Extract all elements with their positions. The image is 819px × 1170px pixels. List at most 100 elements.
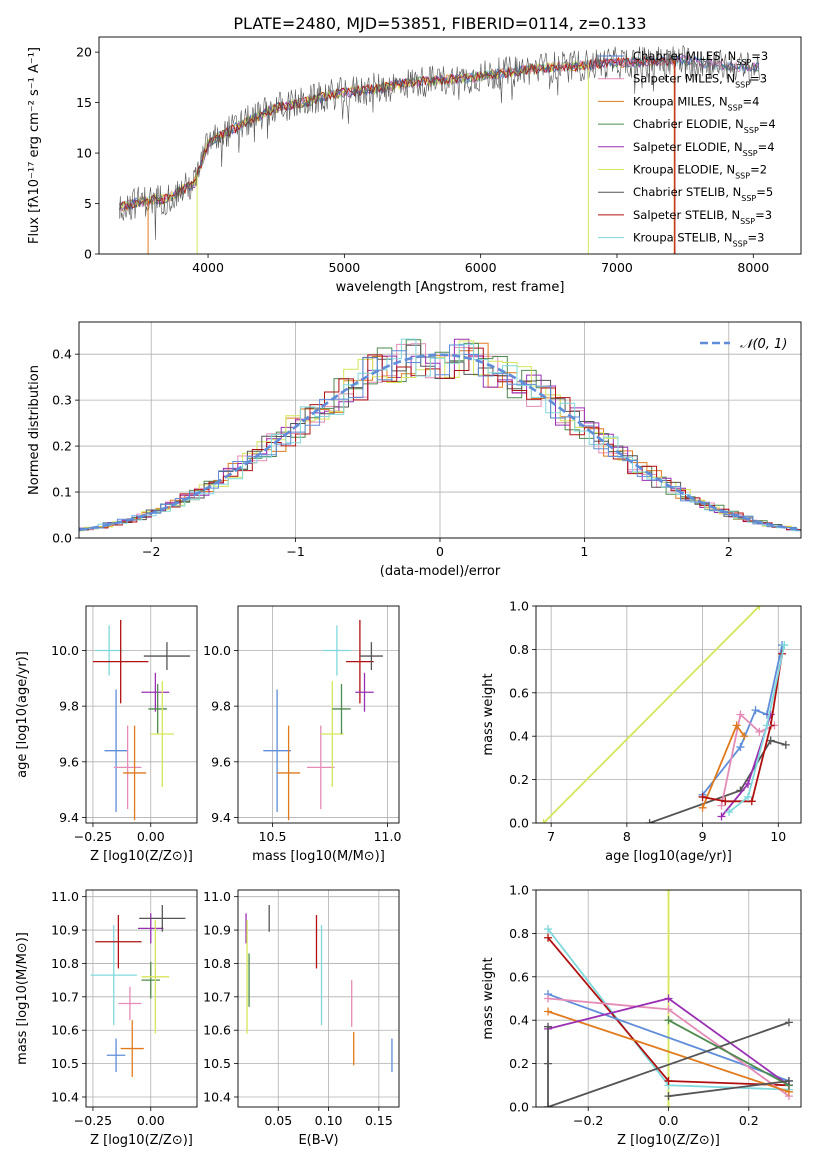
axes-frame [535, 889, 802, 1108]
x-tick-label: 7 [547, 829, 555, 844]
legend-label: Kroupa ELODIE, NSSP=2 [633, 163, 767, 181]
x-tick-label: 0.00 [137, 829, 165, 844]
x-tick-label: 10 [770, 829, 786, 844]
histogram-step [79, 347, 801, 533]
x-tick-label: 0.15 [365, 1113, 393, 1128]
weight-marker [544, 1022, 553, 1031]
age-vs-mass-panel: 10.5 11.0 9.4 9.6 9.8 10.0 mass [log10(M/M⊙)] [203, 605, 402, 864]
y-axis-label: Normed distribution [27, 365, 42, 495]
plot-area [79, 338, 801, 533]
mass-weight-vs-metallicity-panel: −0.2 0.0 0.2 0.0 0.2 0.4 0.6 0.8 1.0 Z [log10(Z/Z… [481, 883, 802, 1148]
x-tick-label: 0.10 [315, 1113, 343, 1128]
legend-label: Salpeter STELIB, NSSP=3 [633, 208, 772, 226]
y-axis-label: mass [log10(M/M⊙)] [15, 932, 30, 1065]
axes-frame [78, 321, 802, 539]
weight-marker [717, 801, 726, 810]
plot-area [539, 606, 790, 823]
axes-frame [535, 605, 802, 824]
x-tick-label: 2 [725, 544, 733, 559]
axes-frame [85, 889, 198, 1108]
residual-histogram-panel: −2 −1 0 1 2 0.0 0.1 0.2 0.3 0.4 (data-model)/error… [27, 321, 802, 579]
y-axis-label: mass weight [481, 673, 496, 755]
x-axis-label: age [log10(age/yr)] [605, 849, 732, 864]
plot-area [245, 905, 393, 1072]
y-tick-label: 10.8 [203, 956, 231, 971]
y-tick-label: 15 [76, 95, 92, 110]
y-tick-label: 10.0 [203, 643, 231, 658]
y-tick-label: 20 [76, 45, 92, 60]
x-tick-label: 4000 [192, 260, 224, 275]
y-tick-label: 1.0 [509, 599, 529, 614]
weight-line [701, 644, 783, 796]
y-tick-label: 0.8 [509, 926, 529, 941]
y-tick-label: 0.3 [52, 393, 72, 408]
y-tick-label: 11.0 [51, 889, 79, 904]
legend-label: Chabrier ELODIE, NSSP=4 [633, 117, 776, 135]
y-tick-label: 0.4 [52, 347, 72, 362]
weight-marker [780, 641, 789, 650]
y-tick-label: 9.6 [59, 754, 79, 769]
x-axis-label: mass [log10(M/M⊙)] [252, 849, 385, 864]
x-tick-label: −0.25 [74, 829, 112, 844]
x-tick-label: −1 [286, 544, 304, 559]
x-axis-label: Z [log10(Z/Z⊙)] [90, 849, 193, 864]
axes-frame [237, 605, 400, 824]
y-tick-label: 10.9 [203, 923, 231, 938]
x-tick-label: −0.2 [573, 1113, 603, 1128]
plot-area [92, 619, 191, 821]
y-tick-label: 10.7 [51, 989, 79, 1004]
mass-vs-extinction-panel: 0.05 0.10 0.15 10.4 10.5 10.6 10.7 10.8 10.9 11.0… [203, 889, 400, 1148]
y-tick-label: 0.6 [509, 685, 529, 700]
mass-weight-vs-age-panel: 7 8 9 10 0.0 0.2 0.4 0.6 0.8 1.0 age [log10(age/yr… [481, 599, 802, 864]
normal-curve [79, 353, 801, 532]
weight-line [649, 739, 787, 823]
x-tick-label: 0 [436, 544, 444, 559]
x-axis-label: E(B-V) [298, 1133, 338, 1148]
age-vs-metallicity-panel: −0.25 0.00 9.4 9.6 9.8 10.0 Z [log10(Z/Z⊙)] age… [15, 605, 198, 864]
y-axis-label: age [log10(age/yr)] [15, 651, 30, 778]
legend-label: Kroupa STELIB, NSSP=3 [633, 231, 764, 249]
y-tick-label: 10.6 [203, 1023, 231, 1038]
weight-line [668, 1080, 790, 1098]
weight-marker [755, 606, 764, 610]
legend-label: Salpeter ELODIE, NSSP=4 [633, 140, 775, 158]
axes-frame [98, 36, 802, 255]
x-tick-label: 11.0 [374, 829, 402, 844]
weight-marker [664, 1005, 673, 1014]
x-axis-label: wavelength [Angstrom, rest frame] [336, 280, 565, 295]
weight-line [542, 606, 761, 823]
weight-marker [544, 933, 553, 942]
x-tick-label: 0.00 [137, 1113, 165, 1128]
weight-marker [751, 706, 760, 715]
x-tick-label: −0.25 [74, 1113, 112, 1128]
y-tick-label: 0.2 [509, 772, 529, 787]
x-tick-label: 5000 [328, 260, 360, 275]
x-axis-label: Z [log10(Z/Z⊙)] [617, 1133, 720, 1148]
y-tick-label: 9.8 [211, 699, 231, 714]
y-axis-label: Flux [fλ10⁻¹⁷ erg cm⁻² s⁻¹ A⁻¹] [27, 47, 42, 244]
y-tick-label: 10.5 [51, 1056, 79, 1071]
legend-label: Chabrier MILES, NSSP=3 [633, 49, 768, 67]
x-tick-label: 9 [699, 829, 707, 844]
y-tick-label: 10 [76, 146, 92, 161]
weight-marker [664, 1103, 673, 1107]
x-tick-label: 7000 [601, 260, 633, 275]
x-axis-label: Z [log10(Z/Z⊙)] [90, 1133, 193, 1148]
spectrum-panel: 4000 5000 6000 7000 8000 0 5 10 15 20 wavelength [… [27, 36, 802, 295]
y-tick-label: 9.4 [59, 810, 79, 825]
weight-marker [544, 994, 553, 1003]
x-tick-label: 0.05 [264, 1113, 292, 1128]
weight-marker [747, 797, 756, 806]
weight-marker [762, 721, 771, 730]
y-tick-label: 0.8 [509, 642, 529, 657]
y-tick-label: 0.0 [509, 1100, 529, 1115]
x-axis-label: (data-model)/error [380, 564, 501, 579]
x-tick-label: 1 [580, 544, 588, 559]
weight-marker [645, 819, 654, 823]
y-tick-label: 10.7 [203, 989, 231, 1004]
spectrum-line [119, 45, 761, 240]
weight-marker [725, 808, 734, 817]
y-tick-label: 9.8 [59, 699, 79, 714]
weight-line [547, 1010, 790, 1093]
weight-marker [784, 1018, 793, 1027]
